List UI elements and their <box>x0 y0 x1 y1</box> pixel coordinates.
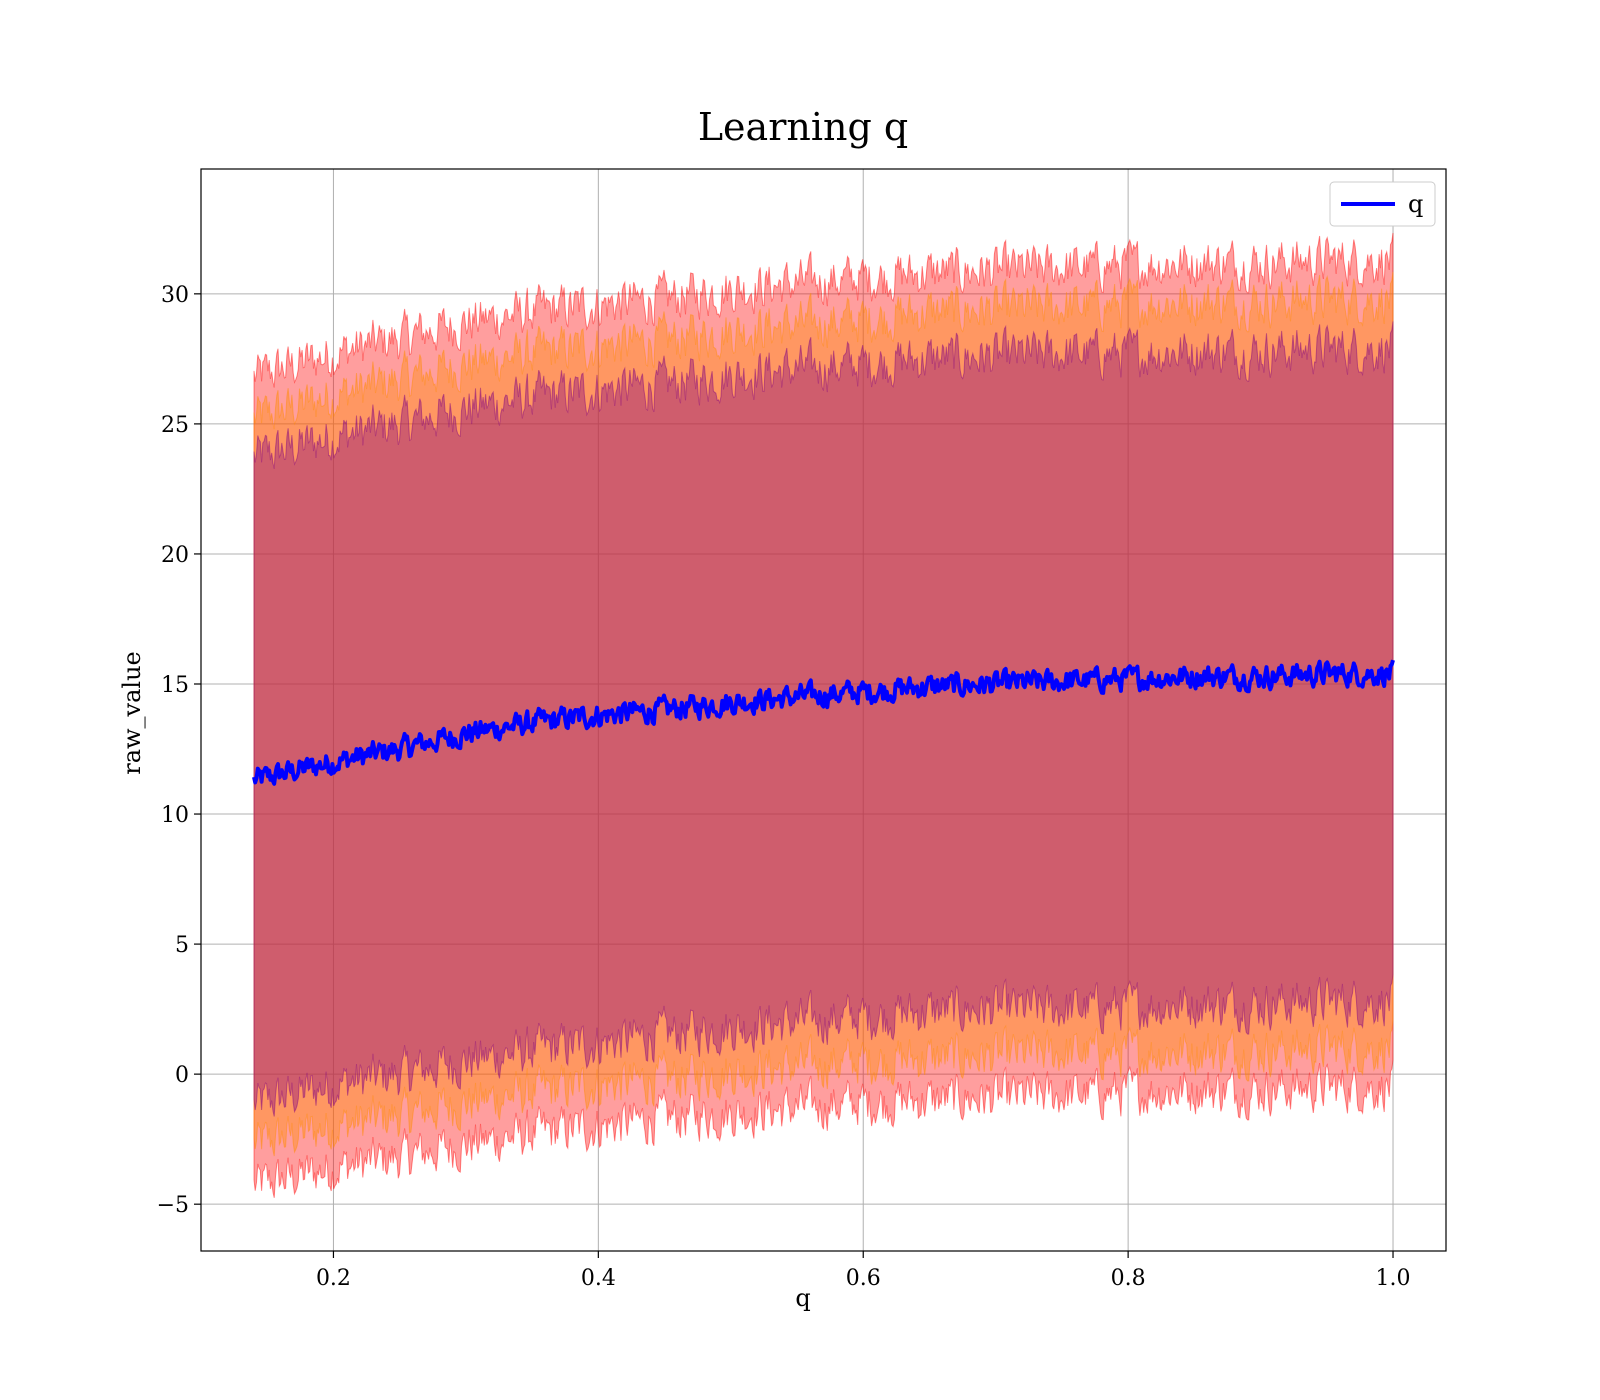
x-tick-label: 0.8 <box>1111 1266 1146 1291</box>
y-tick-label: 25 <box>161 413 189 438</box>
y-axis-label: raw_value <box>118 651 146 775</box>
x-tick-label: 0.2 <box>316 1266 351 1291</box>
y-tick-label: 15 <box>161 673 189 698</box>
y-tick-label: −5 <box>157 1193 189 1218</box>
legend: q <box>1329 181 1436 227</box>
band-1 <box>253 271 1394 1157</box>
x-tick-label: 0.4 <box>581 1266 616 1291</box>
y-tick-label: 20 <box>161 543 189 568</box>
chart-title: Learning q <box>698 105 908 149</box>
y-tick-label: 0 <box>175 1063 189 1088</box>
y-axis-ticks: −5 0 5 10 15 20 25 30 <box>157 283 201 1218</box>
x-axis-ticks: 0.2 0.4 0.6 0.8 1.0 <box>316 1251 1411 1291</box>
x-axis-label: q <box>795 1284 810 1312</box>
confidence-bands <box>253 232 1394 1198</box>
x-tick-label: 0.6 <box>846 1266 881 1291</box>
legend-label-q: q <box>1408 190 1423 218</box>
series-line-q <box>252 659 1395 786</box>
y-tick-label: 10 <box>161 803 189 828</box>
series-lines <box>252 659 1395 786</box>
band-0 <box>253 321 1394 1117</box>
y-tick-label: 5 <box>175 933 189 958</box>
x-tick-label: 1.0 <box>1376 1266 1411 1291</box>
band-2 <box>253 232 1394 1198</box>
plot-frame <box>200 168 1447 1252</box>
y-tick-label: 30 <box>161 283 189 308</box>
